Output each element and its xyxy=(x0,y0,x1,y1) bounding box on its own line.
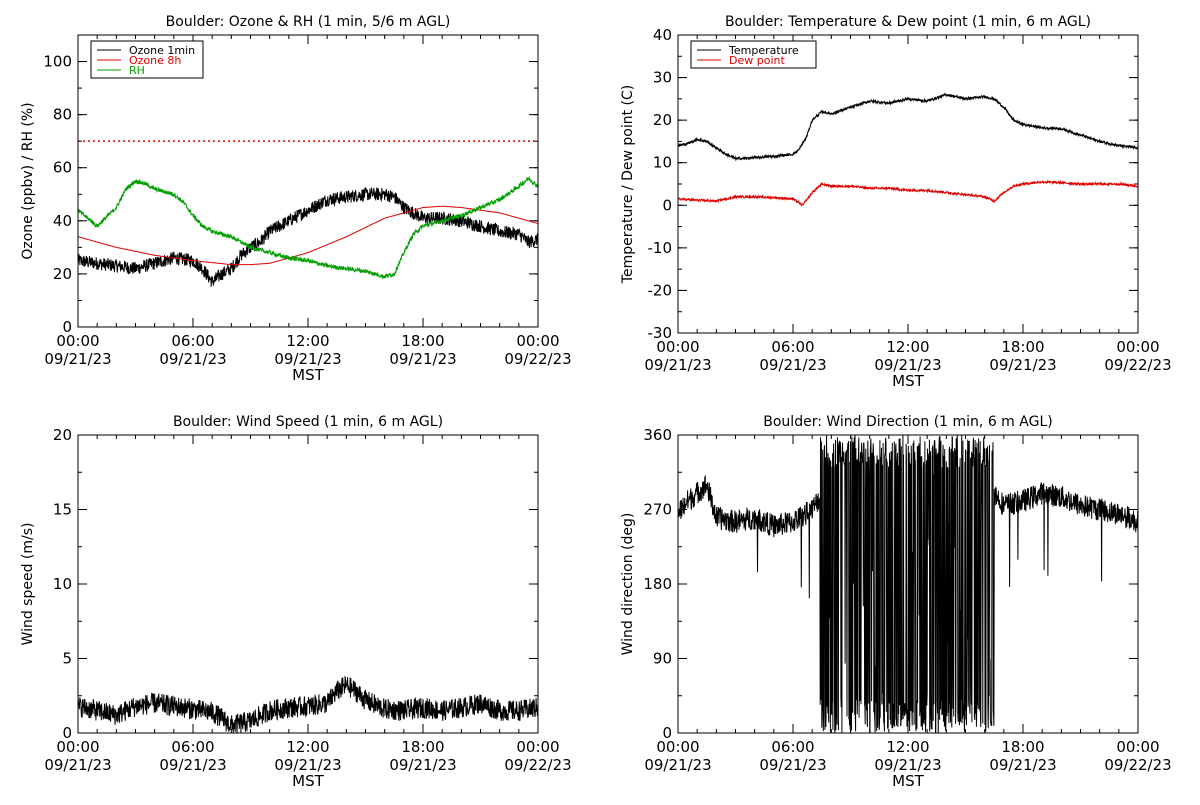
y-tick-label: 360 xyxy=(643,426,672,444)
y-axis-label: Ozone (ppbv) / RH (%) xyxy=(20,102,36,259)
chart-title: Boulder: Wind Direction (1 min, 6 m AGL) xyxy=(763,414,1052,430)
x-tick-date-label: 09/21/23 xyxy=(44,350,111,368)
chart-panel-1: Boulder: Ozone & RH (1 min, 5/6 m AGL) 0 2… xyxy=(20,14,572,384)
x-tick-time-label: 00:00 xyxy=(516,738,559,756)
series-line-ozone-1min xyxy=(78,186,538,287)
y-tick-label: 15 xyxy=(53,501,72,519)
x-tick-time-label: 18:00 xyxy=(1001,338,1044,356)
x-tick-time-label: 06:00 xyxy=(171,332,214,350)
chart-title: Boulder: Temperature & Dew point (1 min,… xyxy=(725,14,1091,30)
x-tick-time-label: 18:00 xyxy=(401,738,444,756)
y-axis-label: Temperature / Dew point (C) xyxy=(620,85,636,284)
x-tick-time-label: 06:00 xyxy=(171,738,214,756)
y-tick-label: 80 xyxy=(53,106,72,124)
x-tick-time-label: 00:00 xyxy=(1116,738,1159,756)
y-tick-label: 20 xyxy=(53,426,72,444)
y-tick-label: 40 xyxy=(653,26,672,44)
x-tick-date-label: 09/22/23 xyxy=(1104,356,1171,374)
x-tick-time-label: 12:00 xyxy=(886,738,929,756)
chart-panel-2: Boulder: Temperature & Dew point (1 min,… xyxy=(620,14,1172,390)
legend-label: Temperature xyxy=(728,44,799,57)
x-tick-time-label: 00:00 xyxy=(1116,338,1159,356)
y-tick-label: -30 xyxy=(648,324,673,342)
x-tick-time-label: 12:00 xyxy=(886,338,929,356)
y-tick-label: -20 xyxy=(648,281,673,299)
x-tick-time-label: 18:00 xyxy=(401,332,444,350)
x-tick-time-label: 00:00 xyxy=(656,738,699,756)
legend-label: Ozone 1min xyxy=(129,44,195,57)
y-tick-label: 100 xyxy=(43,53,72,71)
y-tick-label: 20 xyxy=(653,111,672,129)
legend-label: Ozone 8h xyxy=(129,54,181,67)
x-tick-date-label: 09/21/23 xyxy=(874,356,941,374)
y-tick-label: 20 xyxy=(53,265,72,283)
x-tick-date-label: 09/22/23 xyxy=(504,350,571,368)
plot-frame xyxy=(677,434,1139,734)
x-tick-date-label: 09/21/23 xyxy=(759,756,826,774)
x-tick-date-label: 09/21/23 xyxy=(389,350,456,368)
x-tick-date-label: 09/21/23 xyxy=(989,756,1056,774)
y-tick-label: 5 xyxy=(62,650,72,668)
x-tick-date-label: 09/21/23 xyxy=(389,756,456,774)
chart-title: Boulder: Wind Speed (1 min, 6 m AGL) xyxy=(173,414,443,430)
x-tick-date-label: 09/21/23 xyxy=(274,756,341,774)
y-tick-label: 0 xyxy=(62,724,72,742)
x-axis-label: MST xyxy=(292,772,324,790)
series-line-data xyxy=(678,435,1138,733)
x-tick-time-label: 06:00 xyxy=(771,738,814,756)
x-tick-date-label: 09/21/23 xyxy=(644,756,711,774)
y-tick-label: 10 xyxy=(53,575,72,593)
y-tick-label: 40 xyxy=(53,212,72,230)
y-tick-label: -10 xyxy=(648,239,673,257)
x-tick-date-label: 09/21/23 xyxy=(989,356,1056,374)
y-tick-label: 180 xyxy=(643,575,672,593)
y-tick-label: 30 xyxy=(653,69,672,87)
x-tick-date-label: 09/21/23 xyxy=(44,756,111,774)
x-tick-time-label: 12:00 xyxy=(286,738,329,756)
plot-frame xyxy=(677,34,1139,334)
y-tick-label: 90 xyxy=(653,650,672,668)
x-tick-date-label: 09/21/23 xyxy=(159,756,226,774)
y-tick-label: 0 xyxy=(662,724,672,742)
series-line-temperature xyxy=(678,92,1138,162)
x-tick-time-label: 12:00 xyxy=(286,332,329,350)
x-tick-time-label: 00:00 xyxy=(656,338,699,356)
x-tick-time-label: 00:00 xyxy=(516,332,559,350)
y-tick-label: 10 xyxy=(653,154,672,172)
chart-title: Boulder: Ozone & RH (1 min, 5/6 m AGL) xyxy=(166,14,451,30)
x-axis-label: MST xyxy=(892,372,924,390)
x-tick-time-label: 00:00 xyxy=(56,738,99,756)
x-tick-date-label: 09/21/23 xyxy=(159,350,226,368)
plot-frame xyxy=(77,434,539,734)
x-axis-label: MST xyxy=(892,772,924,790)
y-axis-label: Wind speed (m/s) xyxy=(20,523,36,646)
plot-frame xyxy=(77,34,539,328)
legend-box xyxy=(690,40,817,69)
x-tick-date-label: 09/21/23 xyxy=(759,356,826,374)
series-line-data xyxy=(78,675,538,733)
x-tick-date-label: 09/21/23 xyxy=(274,350,341,368)
x-axis-label: MST xyxy=(292,366,324,384)
legend-label: RH xyxy=(129,64,145,77)
x-tick-time-label: 00:00 xyxy=(56,332,99,350)
x-tick-time-label: 18:00 xyxy=(1001,738,1044,756)
series-line-dew-point xyxy=(678,179,1138,207)
x-tick-date-label: 09/21/23 xyxy=(874,756,941,774)
x-tick-time-label: 06:00 xyxy=(771,338,814,356)
legend-label: Dew point xyxy=(729,54,785,67)
y-tick-label: 60 xyxy=(53,159,72,177)
y-tick-label: 0 xyxy=(62,318,72,336)
x-tick-date-label: 09/22/23 xyxy=(1104,756,1171,774)
x-tick-date-label: 09/21/23 xyxy=(644,356,711,374)
chart-panel-3: Boulder: Wind Speed (1 min, 6 m AGL) 0 5 10… xyxy=(20,414,572,790)
y-axis-label: Wind direction (deg) xyxy=(620,513,636,656)
chart-panel-4: Boulder: Wind Direction (1 min, 6 m AGL)… xyxy=(620,414,1172,790)
y-tick-label: 0 xyxy=(662,196,672,214)
series-line-rh xyxy=(78,175,538,280)
x-tick-date-label: 09/22/23 xyxy=(504,756,571,774)
series-line-ozone-8h xyxy=(78,205,538,266)
y-tick-label: 270 xyxy=(643,501,672,519)
